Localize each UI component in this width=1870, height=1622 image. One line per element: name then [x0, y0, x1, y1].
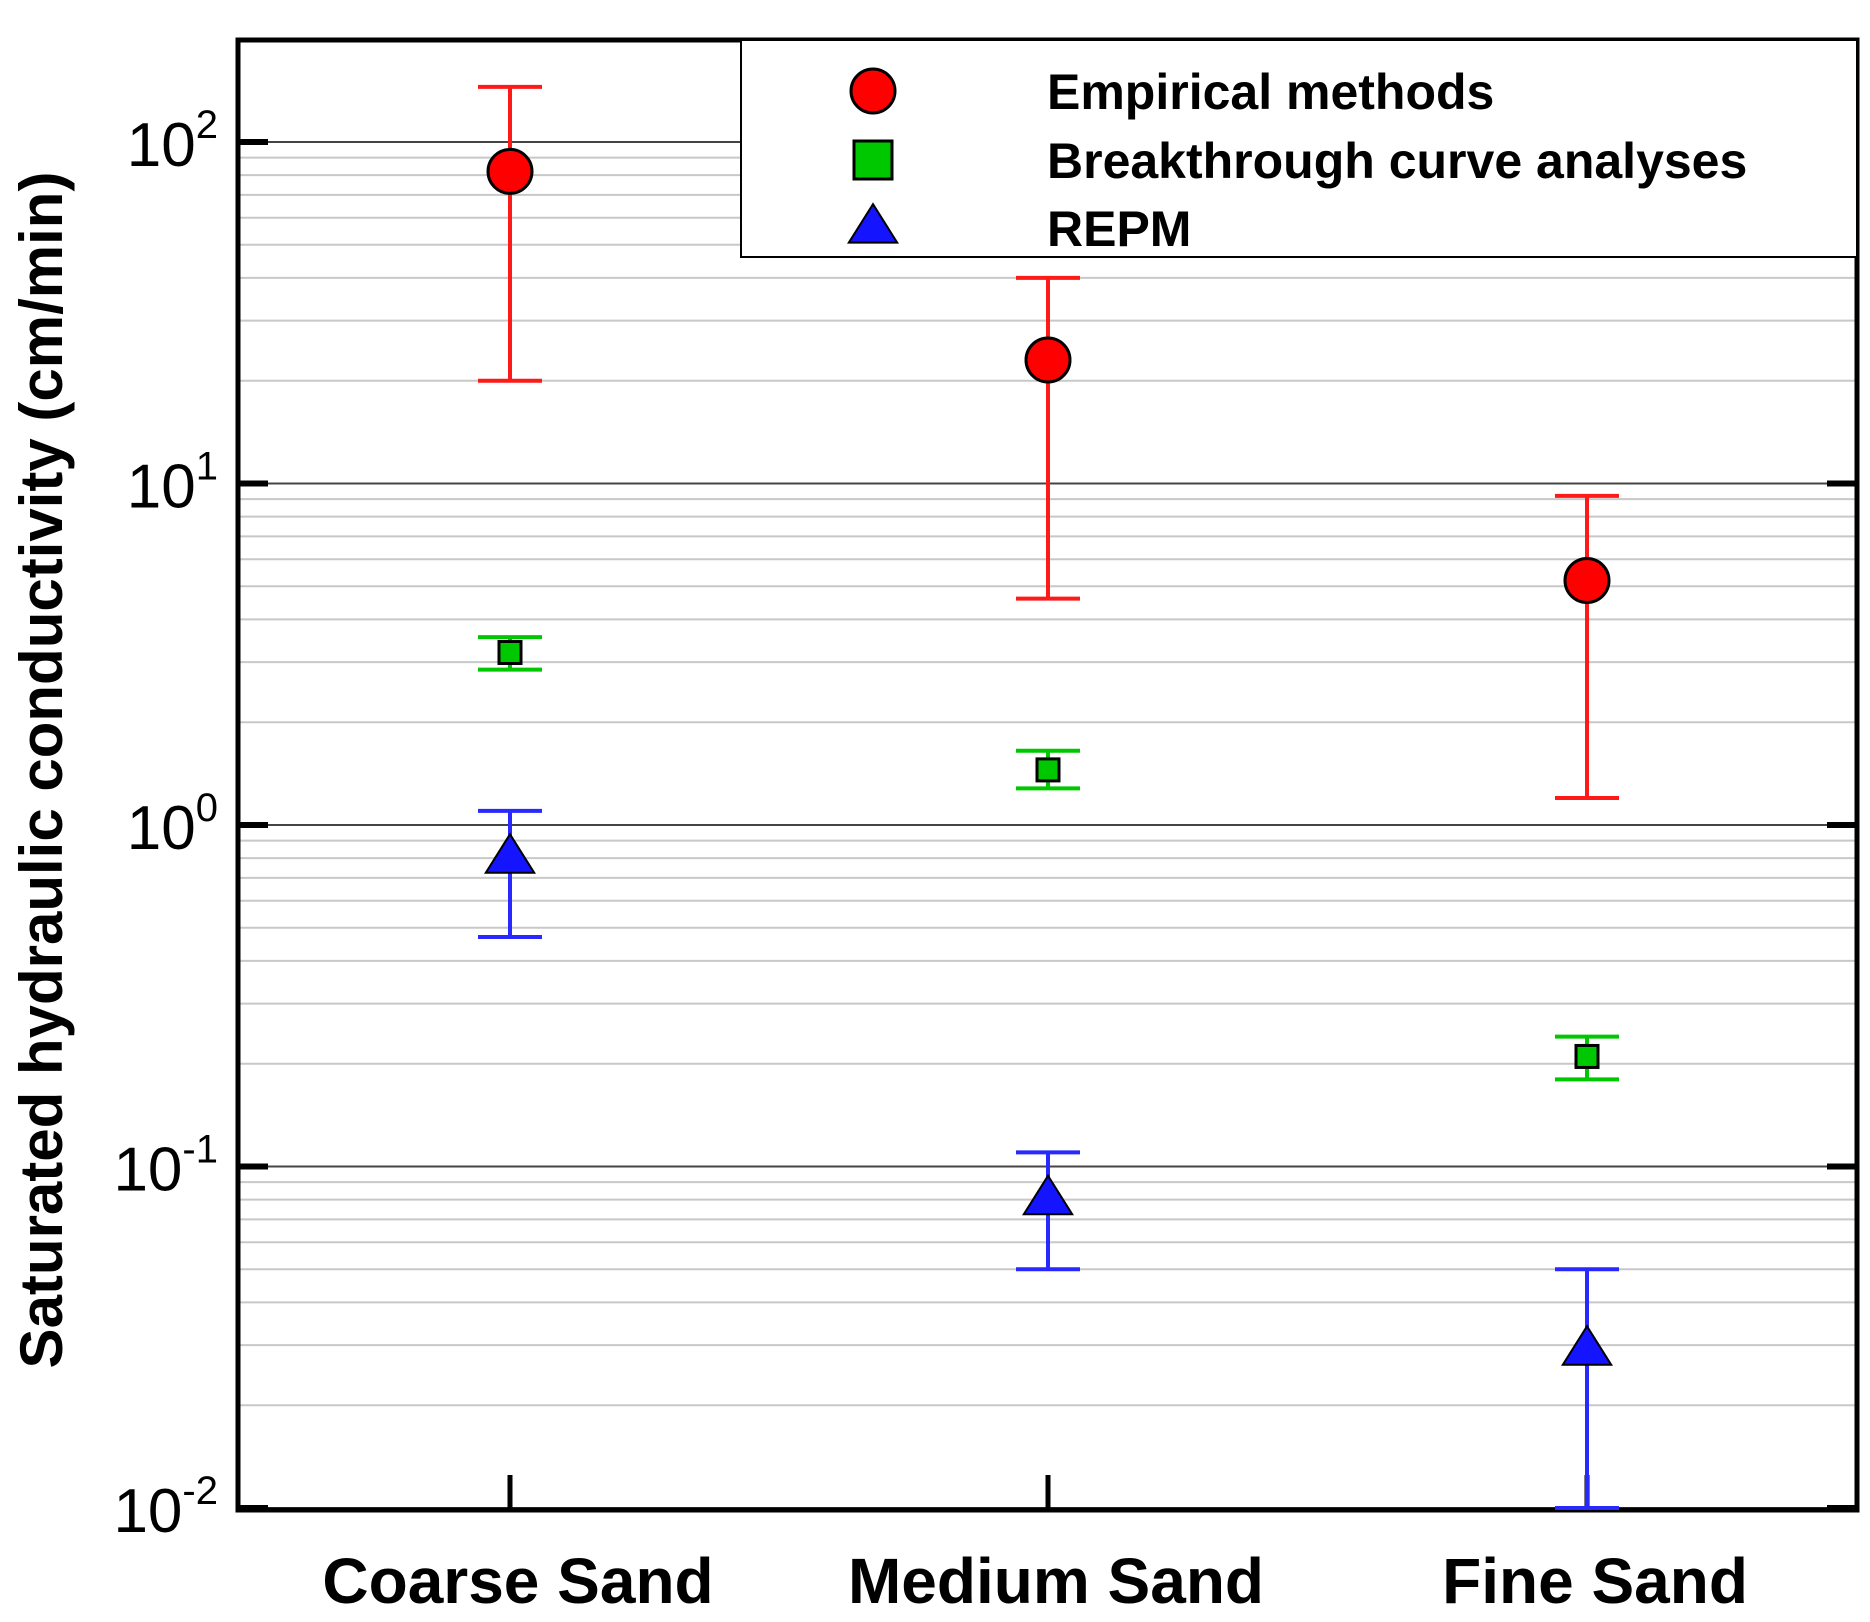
- data-point: [483, 832, 537, 874]
- data-point: [1560, 1324, 1614, 1366]
- x-category-labels: Coarse Sand Medium Sand Fine Sand: [322, 1545, 1748, 1617]
- data-point: [1024, 336, 1072, 384]
- data-point: [497, 639, 523, 665]
- legend-marker-square: [852, 139, 894, 181]
- y-tick-label: 102: [127, 103, 218, 180]
- data-point: [486, 147, 534, 195]
- legend-label: Empirical methods: [1047, 64, 1494, 120]
- data-point: [1563, 556, 1611, 604]
- data-point: [1035, 757, 1061, 783]
- y-axis-title: Saturated hydraulic conductivity (cm/min…: [8, 172, 75, 1369]
- series-circle: [478, 84, 1619, 800]
- x-category-label: Fine Sand: [1442, 1545, 1748, 1617]
- series-triangle: [478, 808, 1619, 1510]
- legend-label: Breakthrough curve analyses: [1047, 133, 1747, 189]
- data-point: [1574, 1043, 1600, 1069]
- legend-marker-circle: [849, 67, 897, 115]
- y-tick-labels: 10-2 10-1 100 101 102: [113, 103, 218, 1546]
- data-series: [478, 84, 1619, 1510]
- y-tick-label: 101: [127, 445, 218, 522]
- x-category-label: Medium Sand: [848, 1545, 1264, 1617]
- series-square: [478, 635, 1619, 1082]
- legend-marker-triangle: [846, 202, 900, 244]
- y-tick-label: 10-1: [113, 1128, 218, 1205]
- y-tick-label: 100: [127, 786, 218, 863]
- legend-label: REPM: [1047, 201, 1191, 257]
- legend-box: [740, 39, 1858, 258]
- x-category-label: Coarse Sand: [322, 1545, 713, 1617]
- legend: Empirical methods Breakthrough curve anal…: [740, 39, 1858, 258]
- data-point: [1021, 1173, 1075, 1216]
- y-tick-label: 10-2: [113, 1469, 218, 1546]
